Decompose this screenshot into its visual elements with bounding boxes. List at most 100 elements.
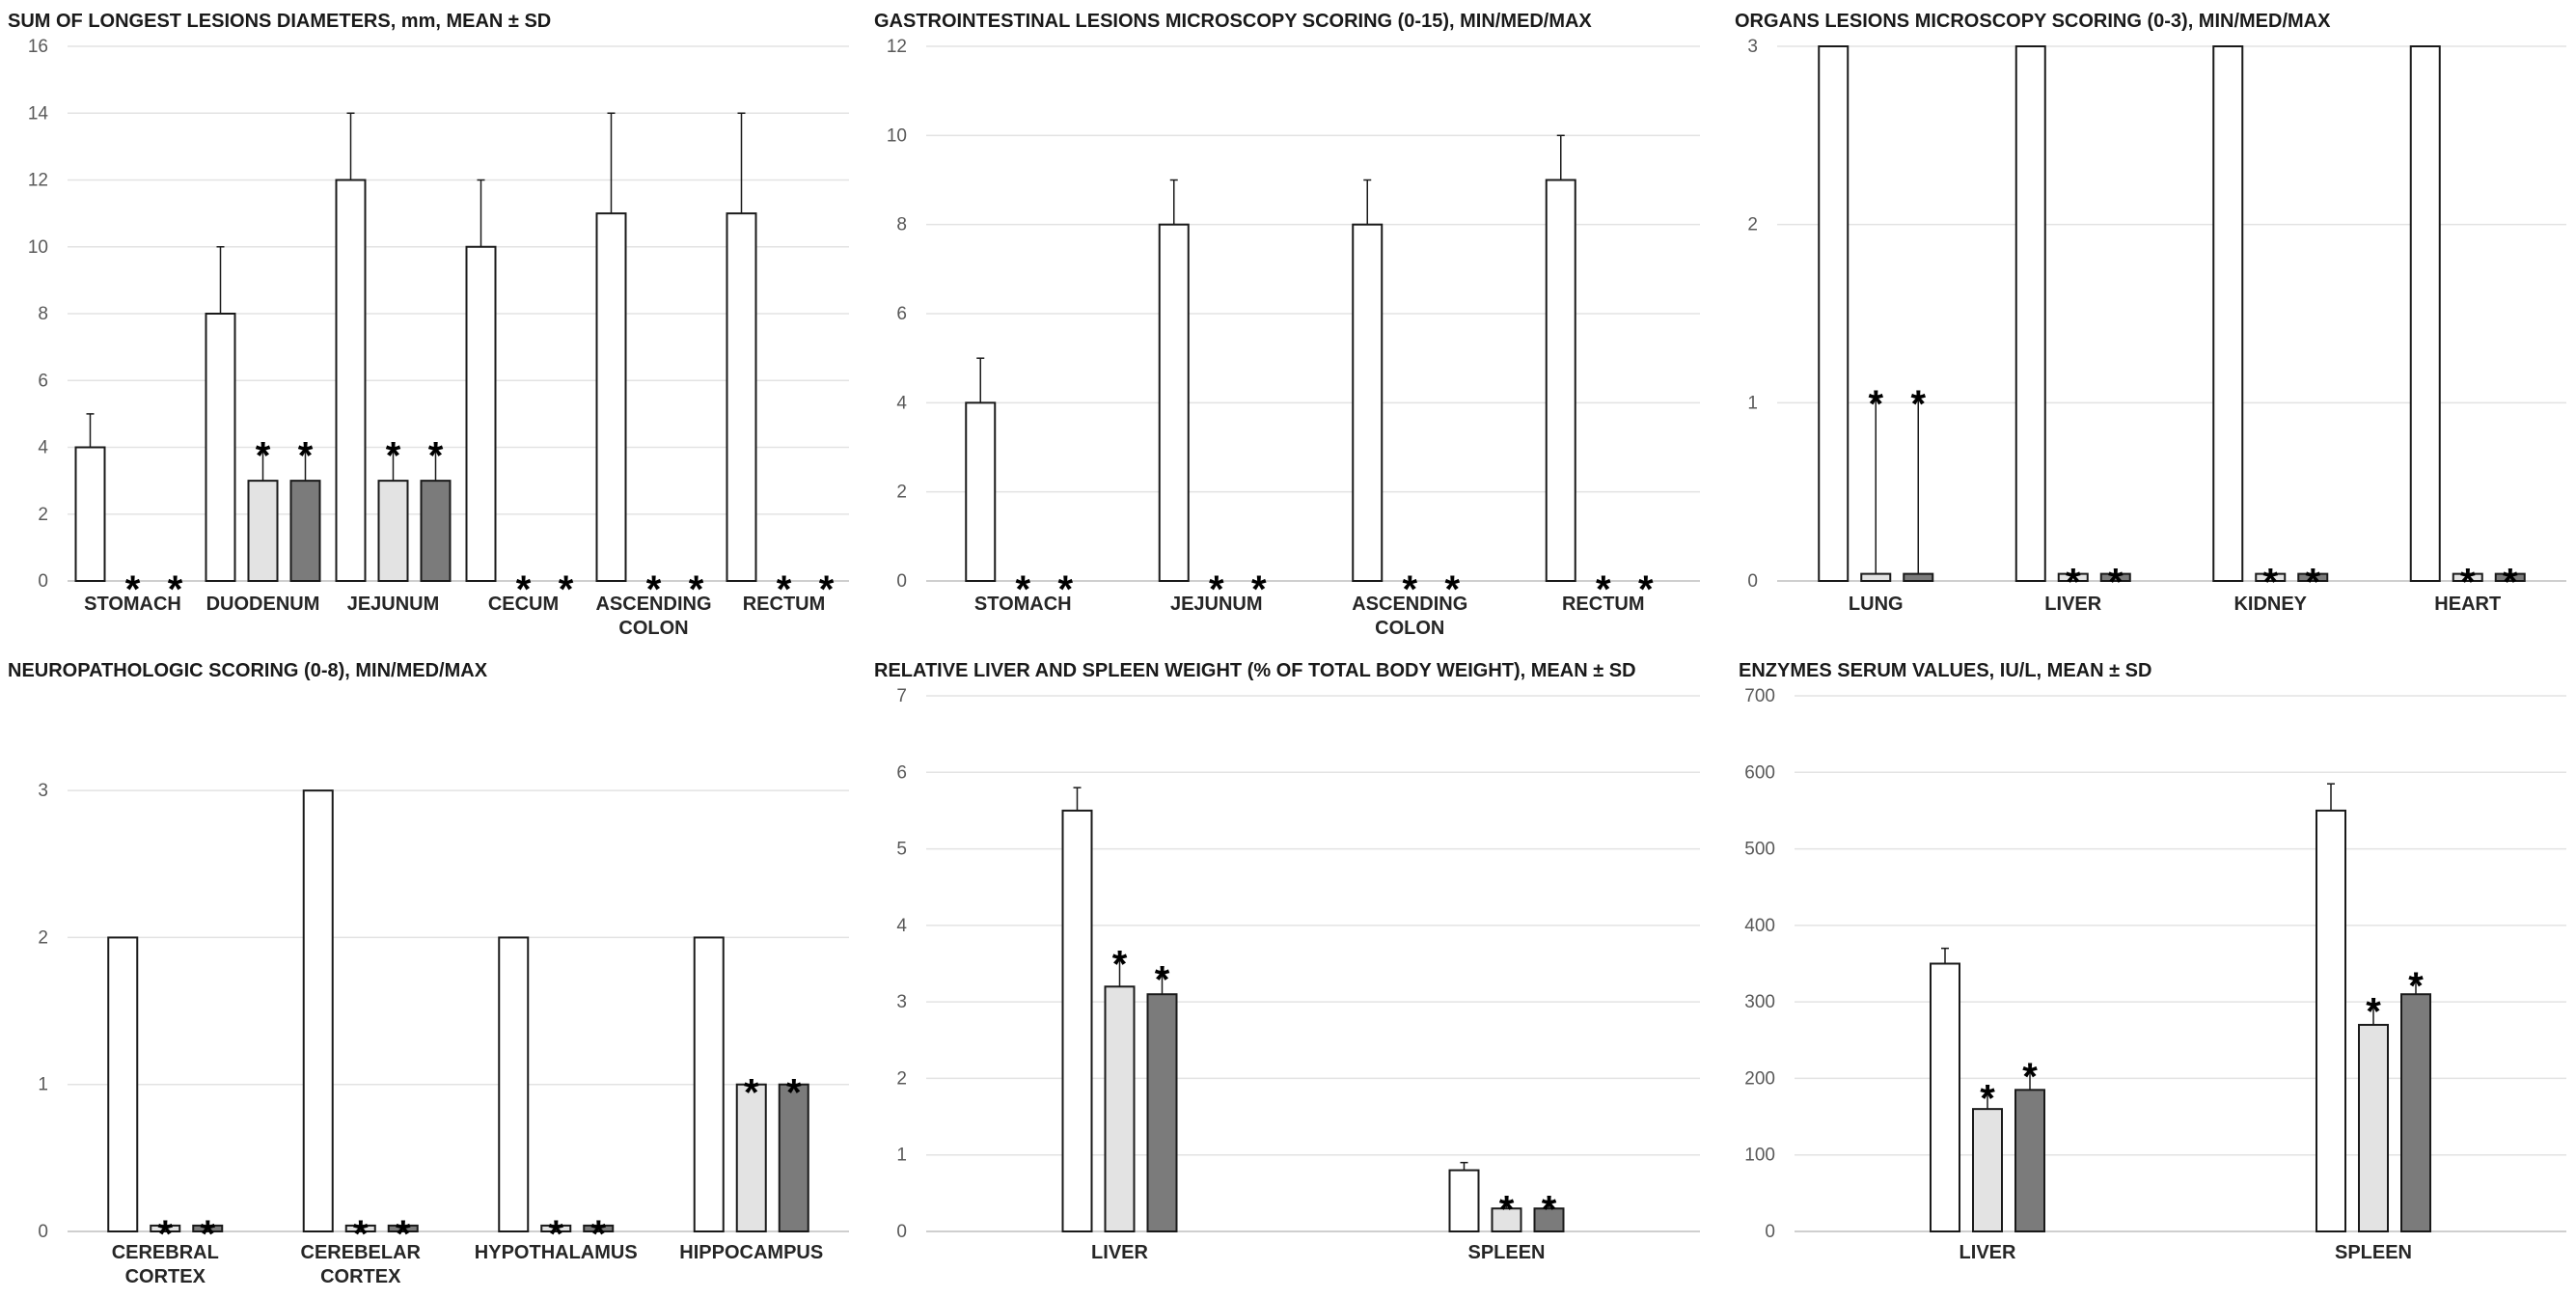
y-tick-label: 4 (896, 393, 907, 413)
significance-mark: * (1980, 1077, 1995, 1119)
bar-group-2 (377, 480, 409, 582)
x-category-label: RECTUM (1562, 594, 1645, 615)
chart-title: ENZYMES SERUM VALUES, IU/L, MEAN ± SD (1739, 660, 2151, 681)
chart-liver-spleen-weight: RELATIVE LIVER AND SPLEEN WEIGHT (% OF T… (874, 660, 1700, 1263)
significance-mark: * (689, 568, 704, 611)
significance-mark: * (1155, 958, 1170, 1001)
chart-title: NEUROPATHOLOGIC SCORING (0-8), MIN/MED/M… (8, 660, 488, 681)
y-tick-label: 0 (896, 571, 907, 592)
bar-group-2 (735, 1083, 767, 1233)
x-category-label: SPLEEN (1467, 1242, 1545, 1263)
significance-mark: * (2066, 562, 2081, 604)
x-category-label: LIVER (2044, 594, 2101, 615)
significance-mark: * (200, 1213, 215, 1256)
bar-group-2 (1860, 572, 1892, 583)
y-tick-label: 0 (1765, 1222, 1775, 1242)
y-tick-label: 0 (896, 1222, 907, 1242)
significance-mark: * (1209, 568, 1224, 611)
significance-mark: * (2408, 965, 2424, 1008)
significance-mark: * (548, 1213, 563, 1256)
y-tick-label: 8 (38, 304, 48, 324)
x-category-label: DUODENUM (206, 594, 320, 615)
x-category-label: JEJUNUM (347, 594, 440, 615)
y-tick-label: 2 (896, 1068, 907, 1089)
bar-group-2 (1104, 985, 1136, 1232)
bar-group-1 (1545, 179, 1576, 582)
bar-group-3 (1533, 1207, 1565, 1233)
y-tick-label: 500 (1744, 840, 1775, 860)
bar-group-1 (1448, 1169, 1480, 1232)
bar-group-3 (2297, 572, 2329, 583)
chart-neuropathologic-scoring: NEUROPATHOLOGIC SCORING (0-8), MIN/MED/M… (8, 660, 849, 1287)
y-tick-label: 1 (38, 1075, 48, 1095)
bar-group-3 (2099, 572, 2131, 583)
bar-group-2 (344, 1224, 376, 1232)
bar-group-1 (498, 936, 530, 1232)
x-category-label: STOMACH (974, 594, 1072, 615)
chart-title: ORGANS LESIONS MICROSCOPY SCORING (0-3),… (1735, 11, 2331, 32)
bar-group-2 (150, 1224, 181, 1232)
bar-group-3 (2400, 993, 2431, 1233)
significance-mark: * (516, 568, 532, 611)
chart-title: GASTROINTESTINAL LESIONS MICROSCOPY SCOR… (874, 11, 1592, 32)
x-category-label: JEJUNUM (1170, 594, 1263, 615)
bar-group-1 (335, 179, 367, 582)
y-tick-label: 6 (896, 304, 907, 324)
y-tick-label: 2 (38, 505, 48, 525)
significance-mark: * (1542, 1188, 1557, 1230)
significance-mark: * (2262, 562, 2278, 604)
bar-group-1 (2014, 45, 2046, 582)
x-category-label: CECUM (488, 594, 559, 615)
y-tick-label: 4 (38, 438, 48, 458)
bar-group-3 (1903, 572, 1934, 583)
bar-group-2 (2358, 1023, 2389, 1232)
significance-mark: * (2022, 1056, 2038, 1098)
significance-mark: * (819, 568, 835, 611)
y-tick-label: 1 (1747, 393, 1758, 413)
bar-group-2 (540, 1224, 572, 1232)
x-category-label: RECTUM (743, 594, 826, 615)
bar-group-3 (289, 480, 321, 582)
significance-mark: * (777, 568, 792, 611)
bar-group-3 (2494, 572, 2526, 583)
y-tick-label: 2 (1747, 215, 1758, 235)
significance-mark: * (1015, 568, 1030, 611)
significance-mark: * (744, 1072, 759, 1115)
bar-group-1 (107, 936, 139, 1232)
bar-group-1 (465, 245, 497, 582)
chart-title: SUM OF LONGEST LESIONS DIAMETERS, mm, ME… (8, 11, 551, 32)
significance-mark: * (590, 1213, 606, 1256)
bar-group-1 (74, 446, 106, 582)
significance-mark: * (428, 435, 444, 478)
bar-group-2 (2057, 572, 2089, 583)
y-tick-label: 2 (896, 483, 907, 503)
x-category-label: STOMACH (84, 594, 181, 615)
x-category-label: ASCENDING COLON (595, 594, 711, 639)
y-tick-label: 12 (887, 37, 907, 57)
y-tick-label: 10 (28, 237, 48, 258)
y-tick-label: 6 (38, 371, 48, 391)
y-tick-label: 0 (1747, 571, 1758, 592)
chart-gi-microscopy-scoring: GASTROINTESTINAL LESIONS MICROSCOPY SCOR… (874, 11, 1700, 639)
y-tick-label: 0 (38, 571, 48, 592)
significance-mark: * (1499, 1188, 1515, 1230)
significance-mark: * (646, 568, 662, 611)
y-tick-label: 12 (28, 171, 48, 191)
significance-mark: * (2108, 562, 2124, 604)
y-tick-label: 1 (896, 1146, 907, 1166)
x-category-label: ASCENDING COLON (1352, 594, 1467, 639)
x-category-label: KIDNEY (2233, 594, 2307, 615)
bar-group-3 (387, 1224, 419, 1232)
bar-group-1 (693, 936, 725, 1232)
y-tick-label: 6 (896, 762, 907, 783)
significance-mark: * (157, 1213, 173, 1256)
significance-mark: * (559, 568, 574, 611)
y-tick-label: 4 (896, 916, 907, 936)
bar-group-1 (1061, 809, 1093, 1233)
significance-mark: * (1402, 568, 1417, 611)
y-tick-label: 200 (1744, 1068, 1775, 1089)
significance-mark: * (2366, 991, 2381, 1034)
bar-group-3 (778, 1083, 809, 1233)
bar-group-3 (1146, 993, 1178, 1233)
bar-group-1 (2409, 45, 2441, 582)
